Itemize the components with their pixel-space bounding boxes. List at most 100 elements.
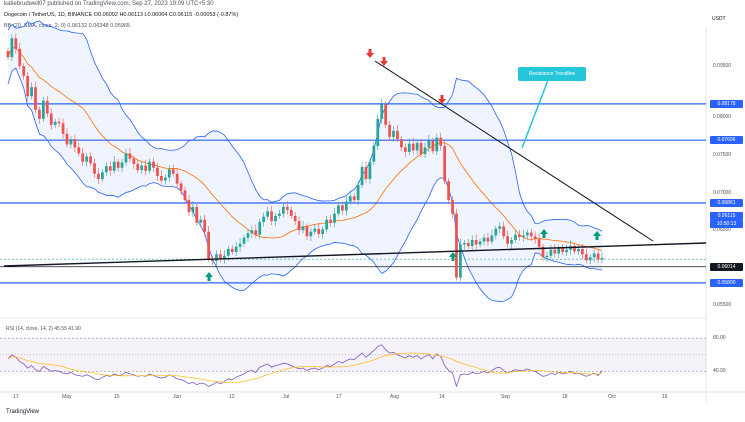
candle-body: [506, 236, 509, 244]
candle-body: [455, 213, 458, 278]
candle-body: [278, 213, 281, 216]
candle-body: [470, 239, 474, 247]
candle-body: [313, 228, 317, 232]
resistance-trendline: [374, 60, 654, 242]
candle-body: [183, 190, 187, 201]
candle-body: [97, 173, 100, 180]
x-tick-label: Oct: [608, 394, 616, 400]
candle-body: [557, 248, 561, 254]
candle-body: [53, 121, 57, 125]
candle-body: [584, 254, 588, 261]
candle-body: [396, 130, 399, 140]
candle-body: [160, 176, 163, 181]
candle-body: [514, 234, 517, 240]
candle-body: [490, 235, 494, 242]
candle-body: [69, 139, 73, 145]
indicator-line: BB (20, SMA, close, 2, 0) 0.06132 0.0634…: [4, 23, 130, 29]
candle-body: [266, 211, 270, 217]
candle-body: [136, 163, 140, 170]
candle-body: [443, 145, 447, 182]
candle-body: [525, 232, 529, 236]
candle-body: [600, 258, 604, 260]
candle-body: [22, 66, 26, 76]
candle-body: [140, 165, 144, 170]
bollinger-lower: [7, 67, 603, 302]
candle-body: [26, 75, 30, 97]
candle-body: [112, 161, 116, 171]
candle-body: [549, 249, 553, 256]
level-price-box: 0.06014: [710, 262, 743, 271]
candle-body: [234, 246, 238, 253]
candle-body: [447, 181, 450, 201]
x-tick-label: 12: [229, 394, 235, 400]
candle-body: [163, 177, 167, 181]
candle-body: [494, 228, 498, 236]
candle-body: [411, 143, 415, 151]
candle-body: [419, 142, 423, 155]
candle-body: [207, 231, 210, 259]
level-price-box: 0.05800: [710, 278, 743, 287]
candle-body: [321, 229, 325, 234]
candle-body: [403, 147, 407, 152]
candle-body: [34, 87, 37, 110]
x-tick-label: 16: [662, 394, 668, 400]
y-tick-label: 0.05500: [713, 302, 732, 309]
countdown-label: 10:50:13: [716, 221, 737, 227]
candle-body: [30, 87, 33, 97]
x-tick-label: 18: [562, 394, 568, 400]
tradingview-logo: TradingView: [6, 409, 39, 415]
candle-body: [187, 200, 191, 213]
bollinger-upper: [7, 20, 603, 232]
candle-body: [128, 153, 132, 159]
candle-body: [344, 201, 348, 211]
candle-body: [325, 219, 329, 230]
candle-body: [565, 249, 569, 253]
candle-body: [329, 219, 332, 223]
y-tick-label: 0.09500: [713, 63, 732, 70]
candle-body: [317, 228, 321, 234]
candle-body: [41, 100, 45, 119]
candle-body: [356, 185, 360, 201]
footer-text: TradingView: [6, 409, 40, 415]
candle-body: [309, 231, 313, 237]
candle-body: [561, 248, 565, 253]
candle-body: [435, 137, 439, 152]
candle-body: [10, 38, 14, 58]
candle-body: [462, 242, 466, 245]
support-arrow-icon: [593, 231, 601, 240]
rsi-line: [7, 344, 603, 388]
candle-body: [486, 237, 490, 242]
candle-body: [61, 123, 65, 134]
resistance-arrow-icon: [366, 49, 374, 58]
candle-body: [148, 161, 151, 171]
candle-body: [258, 221, 262, 235]
candle-body: [199, 219, 203, 223]
candle-body: [392, 130, 395, 137]
candle-body: [289, 209, 293, 216]
candle-body: [132, 158, 136, 164]
candle-body: [116, 161, 120, 168]
candle-body: [451, 200, 454, 214]
candle-body: [573, 246, 576, 252]
candle-body: [250, 230, 254, 234]
candle-body: [73, 139, 77, 148]
candle-body: [45, 100, 49, 114]
candle-body: [407, 143, 411, 152]
candle-body: [596, 253, 600, 260]
candle-body: [6, 51, 10, 58]
candle-body: [175, 173, 179, 184]
candle-body: [368, 161, 372, 180]
candle-body: [348, 196, 352, 202]
candle-body: [152, 161, 155, 168]
level-price-box: 0.06861: [710, 199, 743, 208]
candle-body: [93, 163, 96, 174]
candle-body: [81, 153, 85, 162]
x-tick-label: 17: [13, 394, 19, 400]
candle-body: [219, 254, 222, 260]
candle-body: [285, 206, 289, 210]
candle-body: [427, 140, 431, 148]
candle-body: [222, 255, 226, 260]
candle-body: [545, 255, 549, 258]
candle-body: [293, 215, 297, 222]
candle-body: [384, 104, 388, 125]
